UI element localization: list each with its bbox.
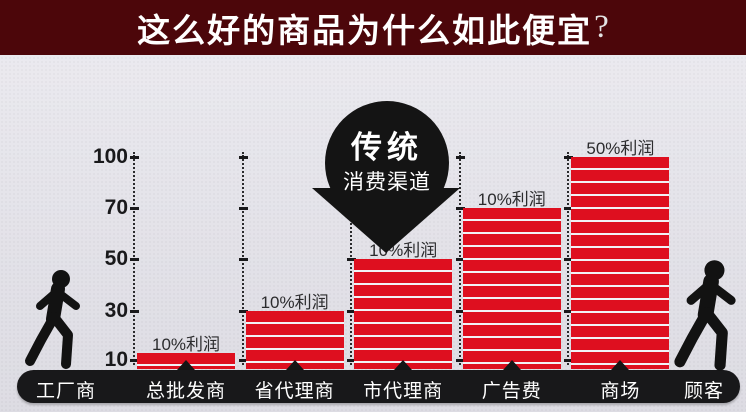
- tick-dash: [238, 310, 248, 313]
- balloon-subtitle: 消费渠道: [343, 171, 431, 194]
- chart-bar: [571, 157, 670, 369]
- tick-dash: [130, 156, 139, 159]
- stage-label: 商场: [600, 381, 641, 402]
- tick-dash: [564, 359, 574, 362]
- stage-name-band: [17, 370, 740, 403]
- profit-label: 10%利润: [260, 293, 329, 312]
- stage-label: 广告费: [481, 381, 542, 402]
- tick-dash: [455, 156, 465, 159]
- y-axis-label: 30: [104, 299, 128, 322]
- bar-pointer-icon: [502, 360, 521, 370]
- stage-label: 总批发商: [145, 381, 227, 402]
- chart-bar: [245, 311, 344, 369]
- stage-label: 市代理商: [363, 381, 444, 402]
- tick-dash: [238, 359, 248, 362]
- tick-dash: [238, 258, 248, 261]
- tick-dash: [455, 310, 465, 313]
- balloon-title: 传统: [351, 130, 423, 165]
- tick-dash: [455, 359, 465, 362]
- tick-dash: [564, 207, 574, 210]
- tick-dash: [564, 310, 574, 313]
- tick-dash: [347, 258, 357, 261]
- tick-dash: [130, 258, 139, 261]
- bar-pointer-icon: [394, 360, 413, 370]
- tick-dash: [130, 310, 139, 313]
- walking-person-icon: [25, 270, 80, 369]
- balloon-pointer-icon: [312, 188, 460, 253]
- question-mark: ?: [594, 9, 609, 45]
- tick-dash: [347, 310, 357, 313]
- tick-dash: [455, 258, 465, 261]
- profit-label: 10%利润: [151, 334, 221, 354]
- title-banner: 这么好的商品为什么如此便宜?: [0, 0, 746, 55]
- page-title: 这么好的商品为什么如此便宜: [137, 11, 593, 49]
- y-axis-label: 100: [92, 145, 128, 168]
- tick-dash: [238, 156, 248, 159]
- profit-label: 50%利润: [586, 139, 655, 158]
- walking-person-icon: [674, 260, 736, 371]
- tick-dash: [130, 359, 139, 362]
- stage-label: 工厂商: [35, 381, 97, 402]
- chart-bar: [462, 208, 561, 369]
- bar-pointer-icon: [285, 360, 304, 370]
- bar-pointer-icon: [177, 360, 195, 370]
- tick-dash: [455, 207, 465, 210]
- stage-label: 省代理商: [254, 381, 335, 402]
- tick-dash: [130, 207, 139, 210]
- stage-label: 顾客: [683, 381, 725, 402]
- y-axis-label: 70: [104, 196, 128, 219]
- bar-pointer-icon: [611, 360, 630, 370]
- y-axis-label: 50: [104, 247, 128, 270]
- profit-label: 10%利润: [477, 190, 546, 209]
- y-axis-label: 10: [104, 348, 128, 371]
- tick-dash: [564, 156, 574, 159]
- tick-dash: [238, 207, 248, 210]
- chart-bar: [354, 259, 453, 369]
- tick-dash: [564, 258, 574, 261]
- tick-dash: [347, 359, 357, 362]
